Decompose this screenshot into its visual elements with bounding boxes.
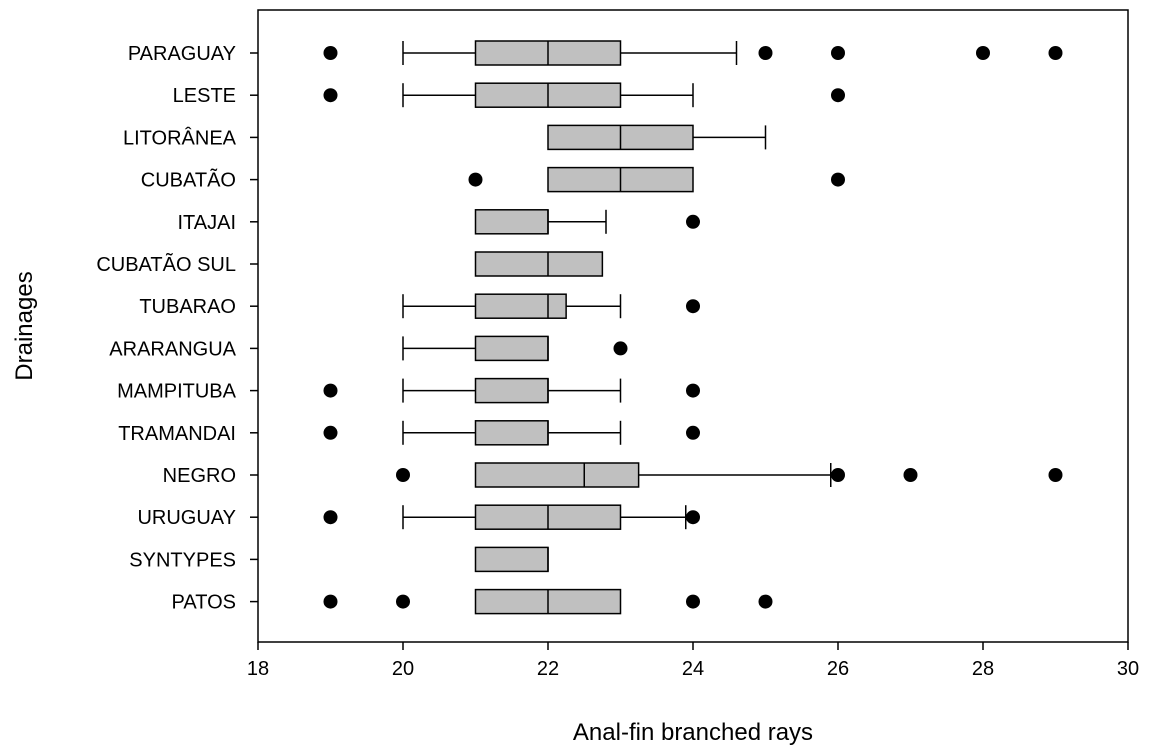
y-tick-label: SYNTYPES (129, 549, 236, 571)
outlier-point (831, 172, 845, 187)
outlier-point (758, 594, 773, 609)
y-tick-label: CUBATÃO (141, 168, 236, 192)
box-item (396, 462, 1063, 488)
outlier-point (686, 425, 700, 440)
x-tick-label: 18 (247, 658, 269, 680)
box (474, 420, 549, 446)
box-item (323, 588, 773, 615)
x-tick-label: 26 (827, 658, 849, 680)
box (474, 251, 604, 277)
x-tick-label: 20 (392, 658, 414, 680)
box-item (474, 546, 549, 573)
x-tick-label: 22 (537, 658, 559, 680)
box-item (402, 293, 700, 319)
outlier-point (323, 594, 338, 609)
outlier-point (831, 46, 845, 60)
y-tick-label: TUBARAO (139, 296, 236, 318)
box (474, 209, 549, 235)
outlier-point (323, 425, 338, 440)
outlier-point (686, 383, 700, 398)
y-tick-label: CUBATÃO SUL (96, 252, 236, 276)
outlier-point (1048, 468, 1063, 482)
x-tick-label: 30 (1117, 658, 1139, 680)
y-tick-label: PATOS (172, 592, 236, 614)
outlier-point (323, 383, 338, 398)
box (474, 462, 640, 488)
outlier-point (831, 88, 845, 103)
outlier-point (831, 468, 845, 482)
outlier-point (903, 468, 918, 482)
box-item (474, 209, 700, 235)
x-axis: 18 20 22 24 26 28 30 (247, 642, 1139, 680)
outlier-point (976, 46, 990, 60)
box (474, 335, 549, 362)
box (474, 293, 567, 319)
y-tick-label: PARAGUAY (128, 43, 236, 65)
outlier-point (686, 214, 700, 229)
box-item (323, 504, 700, 530)
x-tick-label: 28 (972, 658, 994, 680)
outlier-point (323, 510, 338, 525)
x-tick-label: 24 (682, 658, 704, 680)
box-item (323, 40, 1063, 66)
y-tick-label: LESTE (173, 85, 236, 107)
outlier-point (1048, 46, 1063, 60)
y-tick-label: ARARANGUA (109, 338, 236, 360)
outlier-point (686, 510, 700, 525)
y-tick-label: URUGUAY (137, 507, 236, 529)
box-item (547, 124, 767, 151)
box (474, 546, 549, 573)
y-tick-label: TRAMANDAI (118, 423, 236, 445)
y-tick-label: ITAJAI (177, 212, 236, 234)
outlier-point (468, 172, 483, 187)
outlier-point (396, 468, 410, 482)
box-item (402, 335, 628, 362)
outlier-point (323, 46, 338, 60)
outlier-point (686, 299, 700, 314)
boxes-layer (323, 40, 1063, 615)
box-item (323, 377, 700, 404)
box-item (474, 251, 604, 277)
y-tick-label: NEGRO (163, 465, 236, 487)
y-tick-label: MAMPITUBA (117, 381, 237, 403)
outlier-point (396, 594, 410, 609)
x-axis-title: Anal-fin branched rays (573, 719, 813, 746)
y-axis-title: Drainages (11, 271, 38, 380)
box-item (468, 166, 845, 193)
box (474, 377, 549, 404)
outlier-point (686, 594, 700, 609)
outlier-point (613, 341, 628, 356)
y-tick-label: LITORÂNEA (123, 126, 237, 149)
y-axis: PARAGUAY LESTE LITORÂNEA CUBATÃO ITAJAI CUBA… (96, 43, 258, 614)
box-item (323, 420, 700, 446)
box-item (323, 82, 845, 108)
outlier-point (758, 46, 773, 60)
outlier-point (323, 88, 338, 103)
